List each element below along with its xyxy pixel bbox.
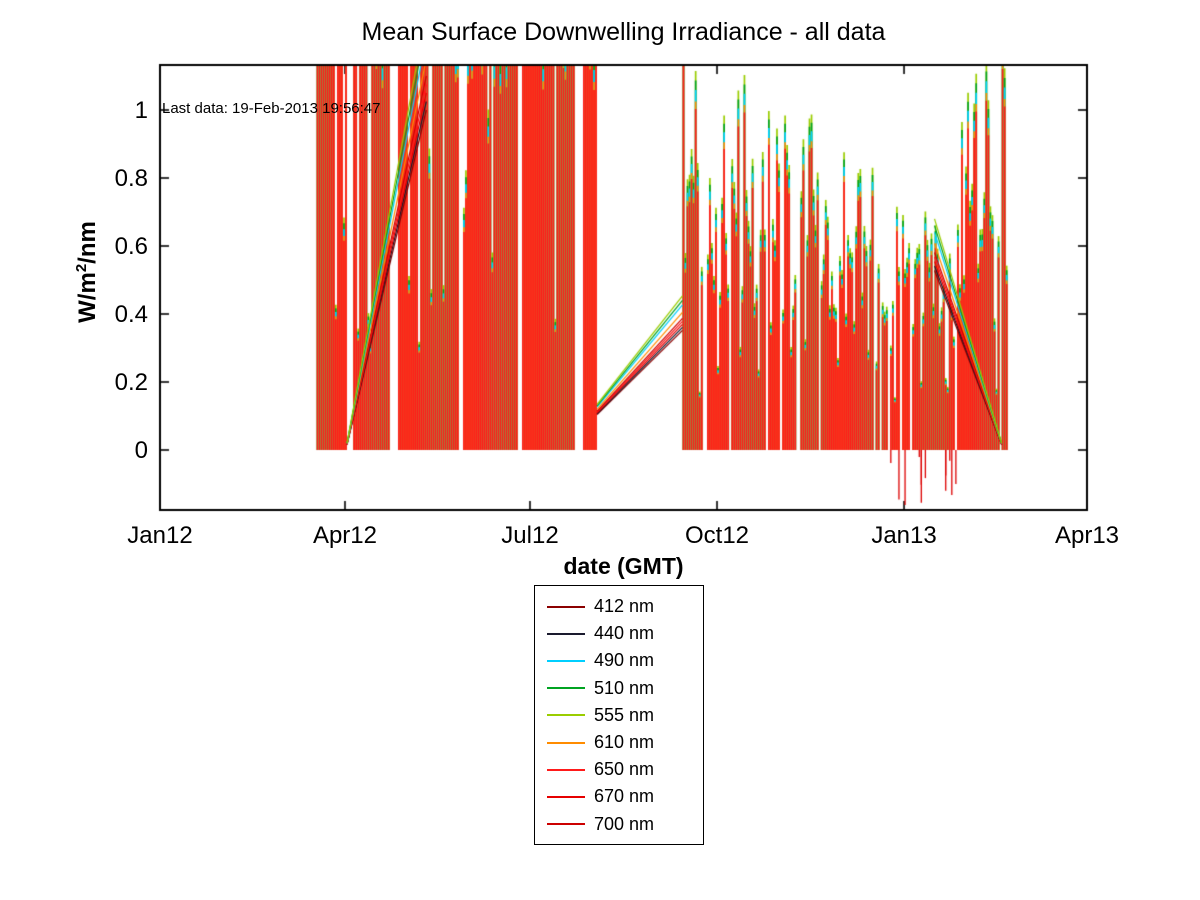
legend-label: 700 nm <box>594 813 655 834</box>
legend-label: 412 nm <box>594 596 655 617</box>
y-tick-label: 0.4 <box>114 301 148 328</box>
legend-line-swatch <box>547 768 585 771</box>
legend-item: 510 nm <box>535 675 703 702</box>
y-axis-label-superscript: 2 <box>73 263 90 273</box>
legend-label: 490 nm <box>594 650 655 671</box>
y-tick-label: 0.6 <box>114 233 148 260</box>
legend-label: 440 nm <box>594 623 655 644</box>
x-tick-label: Jan13 <box>871 522 937 549</box>
last-data-annotation: Last data: 19-Feb-2013 19:56:47 <box>162 100 381 117</box>
legend-items: 412 nm 440 nm 490 nm 510 nm 555 nm 610 nm 650 … <box>535 593 703 838</box>
x-tick-label: Apr13 <box>1054 522 1120 549</box>
legend-line-swatch <box>547 605 585 608</box>
legend-line-swatch <box>547 714 585 717</box>
x-tick-label: Jul12 <box>501 522 559 549</box>
legend-item: 650 nm <box>535 756 703 783</box>
legend-item: 555 nm <box>535 702 703 729</box>
y-tick-label: 0 <box>134 437 148 464</box>
y-tick-label: 0.2 <box>114 369 148 396</box>
x-tick-label: Jan12 <box>127 522 193 549</box>
legend-item: 610 nm <box>535 729 703 756</box>
legend-line-swatch <box>547 659 585 662</box>
legend-item: 412 nm <box>535 593 703 620</box>
legend-line-swatch <box>547 741 585 744</box>
x-axis-label: date (GMT) <box>563 553 684 579</box>
legend-item: 670 nm <box>535 783 703 810</box>
x-tick-label: Oct12 <box>684 522 750 549</box>
legend-label: 670 nm <box>594 786 655 807</box>
y-axis-label: W/m2/nm <box>68 172 101 372</box>
legend-item: 490 nm <box>535 647 703 674</box>
x-tick-label: Apr12 <box>312 522 377 549</box>
legend-label: 510 nm <box>594 677 655 698</box>
legend-label: 650 nm <box>594 759 655 780</box>
legend-box: 412 nm 440 nm 490 nm 510 nm 555 nm 610 nm 650 … <box>534 585 704 845</box>
legend-label: 610 nm <box>594 732 655 753</box>
legend-line-swatch <box>547 823 585 826</box>
legend-label: 555 nm <box>594 704 655 725</box>
legend-item: 440 nm <box>535 620 703 647</box>
chart-title: Mean Surface Downwelling Irradiance - al… <box>361 18 886 46</box>
legend-line-swatch <box>547 632 585 635</box>
y-tick-label: 0.8 <box>114 165 148 192</box>
legend-item: 700 nm <box>535 811 703 838</box>
legend-line-swatch <box>547 687 585 690</box>
legend-line-swatch <box>547 795 585 798</box>
y-tick-label: 1 <box>134 97 148 124</box>
